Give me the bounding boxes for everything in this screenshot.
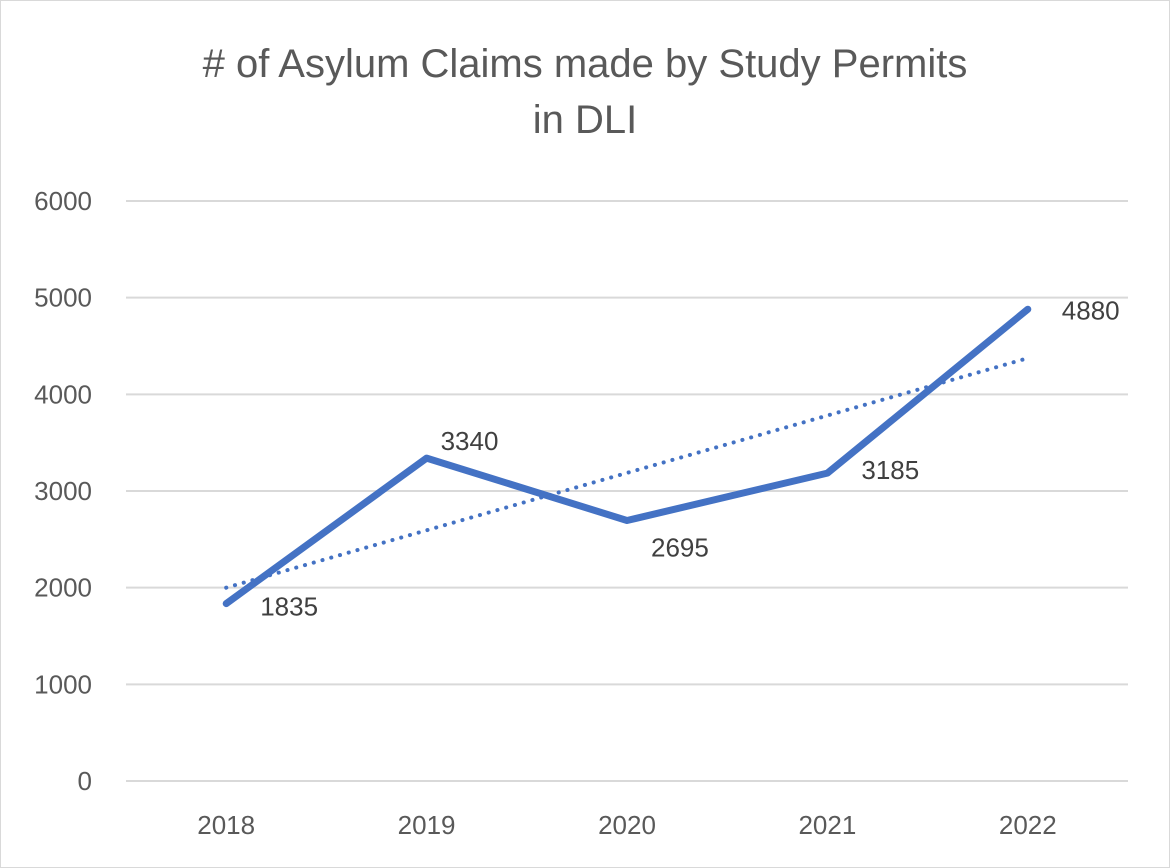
data-label: 4880 (1062, 295, 1120, 325)
data-label: 1835 (260, 592, 318, 622)
x-tick-label: 2019 (398, 810, 456, 840)
data-label: 3185 (861, 455, 919, 485)
y-tick-label: 0 (78, 766, 92, 796)
data-labels: 1835 3340 2695 3185 4880 (260, 295, 1119, 621)
trendline-layer (224, 356, 1030, 590)
y-tick-label: 5000 (34, 283, 92, 313)
y-tick-label: 2000 (34, 573, 92, 603)
x-tick-label: 2020 (598, 810, 656, 840)
series-layer (222, 305, 1032, 608)
y-tick-label: 4000 (34, 379, 92, 409)
trendline (224, 356, 1030, 590)
chart-title: # of Asylum Claims made by Study Permits… (0, 36, 1170, 148)
y-axis-ticks: 0 1000 2000 3000 4000 5000 6000 (34, 186, 92, 796)
data-label: 2695 (651, 532, 709, 562)
x-tick-label: 2018 (197, 810, 255, 840)
x-axis-ticks: 2018 2019 2020 2021 2022 (197, 810, 1056, 840)
gridlines (126, 200, 1128, 782)
x-tick-label: 2022 (999, 810, 1057, 840)
chart-title-line-2: in DLI (532, 98, 638, 142)
chart-title-line-1: # of Asylum Claims made by Study Permits (202, 42, 968, 86)
data-label: 3340 (441, 426, 499, 456)
series-line (222, 305, 1032, 608)
y-tick-label: 6000 (34, 186, 92, 216)
x-tick-label: 2021 (798, 810, 856, 840)
y-tick-label: 3000 (34, 476, 92, 506)
y-tick-label: 1000 (34, 669, 92, 699)
